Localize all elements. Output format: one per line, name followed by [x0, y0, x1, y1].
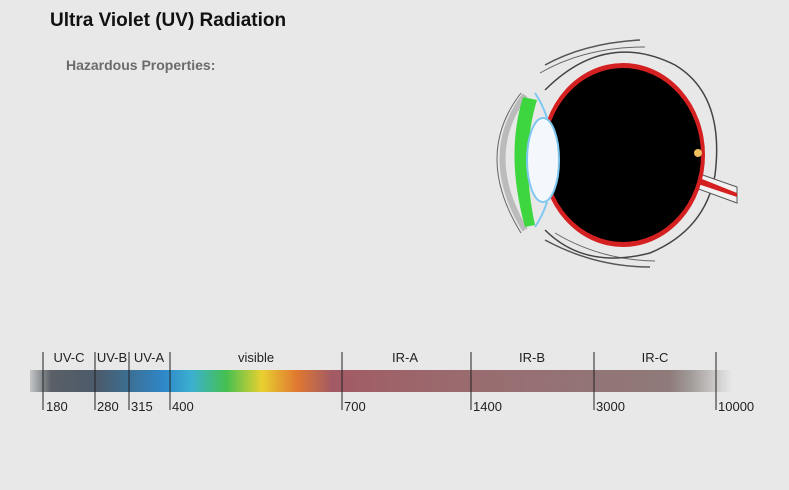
band-label-visible: visible	[238, 350, 274, 365]
upper-eyelid-line	[544, 39, 641, 66]
page-title: Ultra Violet (UV) Radiation	[50, 10, 287, 31]
band-label-ir-c: IR-C	[642, 350, 669, 365]
sclera-outline	[544, 51, 718, 259]
band-label-ir-b: IR-B	[519, 350, 545, 365]
vitreous-body	[545, 68, 701, 242]
tick-label: 3000	[596, 399, 625, 414]
band-label-uv-a: UV-A	[134, 350, 165, 365]
spectrum-gradient-bar	[30, 370, 732, 392]
aqueous-highlight	[514, 97, 537, 227]
electromagnetic-spectrum-bar: UV-C UV-B UV-A visible IR-A IR-B IR-C 18…	[30, 350, 754, 414]
section-subtitle: Hazardous Properties:	[66, 57, 216, 73]
tick-label: 10000	[718, 399, 754, 414]
band-label-uv-b: UV-B	[97, 350, 127, 365]
tick-label: 1400	[473, 399, 502, 414]
tick-label: 315	[131, 399, 153, 414]
tick-label: 400	[172, 399, 194, 414]
tick-label: 280	[97, 399, 119, 414]
tick-label: 180	[46, 399, 68, 414]
cornea-outline	[496, 92, 522, 234]
cornea	[499, 93, 528, 232]
tick-label: 700	[344, 399, 366, 414]
ciliary-body-top	[534, 92, 548, 119]
eye-cross-section-illustration	[496, 39, 738, 268]
upper-eyelid-line-2	[539, 46, 646, 74]
band-label-ir-a: IR-A	[392, 350, 418, 365]
optic-nerve-core	[695, 177, 737, 197]
ciliary-body-bottom	[534, 201, 548, 228]
macula-spot	[694, 149, 702, 157]
lower-eyelid-line-2	[554, 232, 656, 262]
lower-eyelid-line	[544, 239, 651, 268]
band-label-uv-c: UV-C	[53, 350, 84, 365]
lens	[526, 117, 560, 203]
